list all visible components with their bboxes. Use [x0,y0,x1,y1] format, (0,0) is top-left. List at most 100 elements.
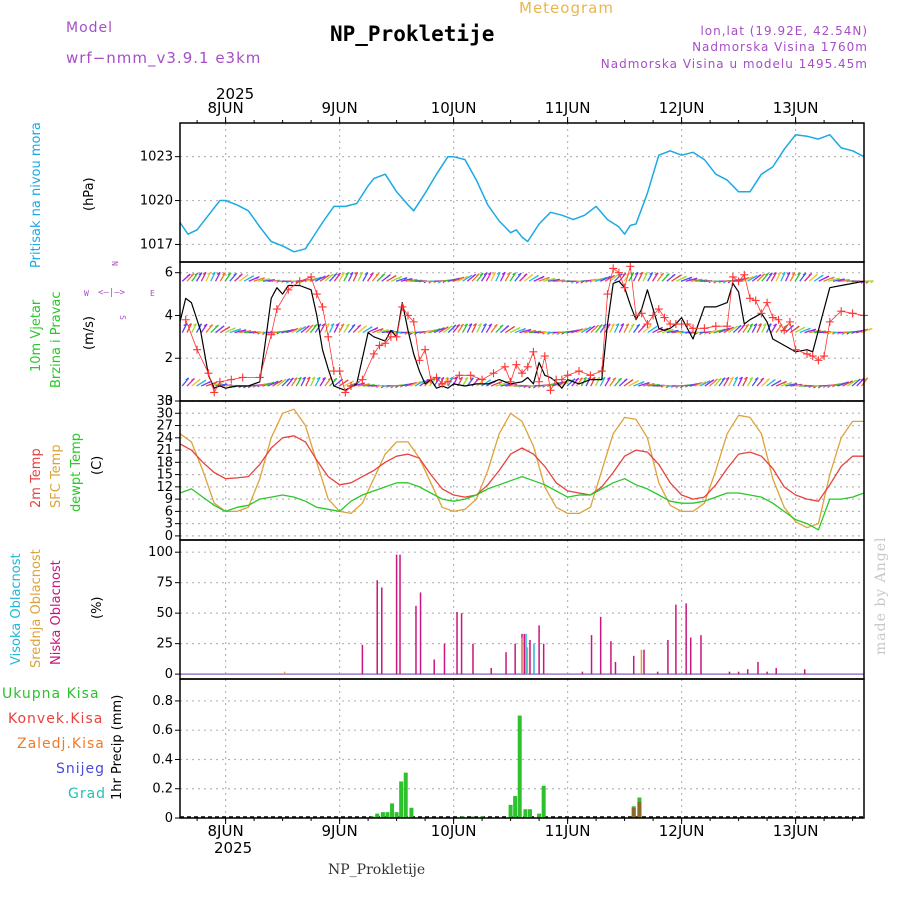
wind-gust-marker [609,264,618,273]
precip-title-total: Ukupna Kisa [2,686,100,702]
wind-barb [357,272,364,282]
wind-barb-head [808,273,813,277]
wind-barb-head [856,378,861,382]
wind-gust-marker [751,296,760,305]
wind-gust-marker [255,373,264,382]
wind-gust-marker [820,352,829,361]
wind-barb-head [797,272,801,276]
y-tick-label: 30 [156,406,173,421]
wind-barb-head [801,326,806,330]
wind-barb-head [579,377,583,381]
wind-barb-head [441,327,445,331]
precip-bar-total [527,809,532,818]
wind-barb-head [185,377,190,381]
wind-gust-marker [837,307,846,316]
wind-barb-head [369,272,374,276]
wind-gust-marker [768,313,777,322]
wind-barb-head [783,380,787,384]
wind-gust-marker [563,371,572,380]
wind-barb [461,377,469,387]
cloud-title-high: Visoka Oblacnost [9,553,24,665]
wind-barb-head [639,271,643,275]
wind-barb-head [795,325,800,329]
y-tick-label: 12 [156,480,173,495]
wind-barb-head [773,323,777,327]
wind-barb [751,323,758,333]
wind-barb [191,323,197,333]
wind-barb-head [646,382,650,386]
wind-barb-head [190,272,195,276]
wind-barb-head [473,323,477,327]
wind-barb-head [753,275,758,279]
wind-barb-head [591,325,596,329]
wind-barb-head [612,377,617,381]
wind-barb [628,323,635,333]
data-layer [179,133,874,818]
wind-barb-head [250,275,255,279]
wind-barb-head [293,377,298,381]
wind-barb-head [596,376,601,380]
wind-barb-head [322,275,326,279]
wind-barb-head [666,273,670,277]
wind-barb [604,377,611,387]
precip-bar-total [523,809,528,818]
wind-barb-head [614,274,619,278]
wind-barb [476,323,482,333]
wind-barb-head [622,272,627,276]
wind-barb [642,272,649,282]
wind-gust-marker [723,322,732,331]
wind-gust-marker [295,277,304,286]
wind-barb [794,272,801,282]
wind-barb-head [187,273,191,277]
wind-gust-marker [808,352,817,361]
wind-barb [790,383,803,387]
wind-barb-head [233,272,237,276]
wind-barb [452,376,459,387]
precip-bar-total [541,785,546,818]
y-tick-label: 4 [165,308,173,323]
wind-barb [347,272,354,282]
wind-barb-head [202,271,207,275]
wind-barb-head [517,272,522,276]
wind-barb-head [232,327,236,331]
wind-gust-marker [763,298,772,307]
wind-barb-head [611,323,615,327]
wind-gust-marker [586,371,595,380]
y-tick-label: 15 [156,468,173,483]
wind-barb [480,323,487,333]
wind-barb-head [237,328,242,332]
wind-barb [200,323,208,333]
wind-barb [457,323,465,333]
wind-barb-head [640,381,645,385]
wind-barb-head [620,323,625,327]
wind-barb [623,272,631,282]
wind-gust-marker [632,311,640,320]
wind-barb-head [487,379,491,383]
wind-barb [324,323,330,333]
cloud-title-mid: Srednja Oblacnost [29,549,44,668]
wind-barb-head [191,377,195,381]
precip-bar-total [403,772,408,818]
sfc-temp-line [179,408,864,529]
wind-gust-marker [284,285,293,294]
wind-barb [366,272,374,282]
wind-gust-marker [455,371,464,380]
day-label-top: 9JUN [321,99,358,117]
wind-barb-head [683,275,687,279]
wind-gust-marker [689,324,697,333]
wind-barb-head [757,274,762,278]
wind-barb-head [636,323,641,327]
wind-barb [195,323,203,333]
wind-barb-head [535,274,539,278]
wind-barb-head [211,271,216,275]
wind-barb-head [302,376,306,380]
wind-gust-marker [238,373,247,382]
wind-barb [466,323,473,333]
wind-barb-head [207,271,211,275]
wind-barb-head [753,323,758,327]
wind-barb [319,323,326,333]
wind-barb-head [468,274,473,278]
wind-gust-marker [415,356,424,365]
wind-barb [357,383,370,387]
wind-gust-marker [210,388,219,397]
